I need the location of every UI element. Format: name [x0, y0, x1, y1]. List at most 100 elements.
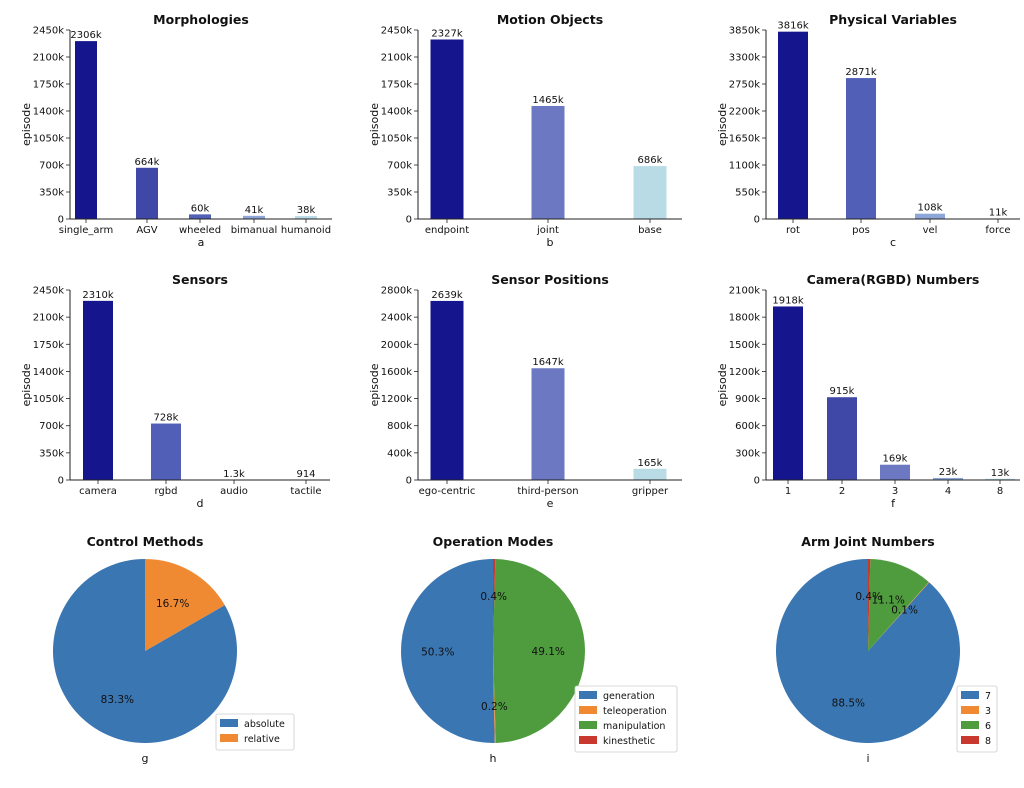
y-tick-label: 1600k — [381, 367, 412, 378]
pie-slice — [776, 559, 961, 743]
bar — [243, 215, 265, 219]
y-tick-label: 1400k — [381, 107, 412, 118]
pie-percent-label: 11.1% — [871, 595, 904, 607]
y-tick-label: 2450k — [381, 26, 412, 37]
y-tick-label: 2200k — [729, 107, 760, 118]
panel-letter: g — [142, 752, 149, 765]
bar — [846, 78, 876, 219]
bar — [75, 41, 97, 220]
bar-value-label: 1918k — [772, 295, 803, 306]
y-tick-label: 1100k — [729, 161, 760, 172]
x-tick-label: wheeled — [179, 225, 221, 236]
x-tick-label: audio — [220, 486, 248, 497]
y-tick-label: 2100k — [729, 286, 760, 297]
legend-entry-label: 3 — [985, 706, 991, 717]
y-tick-label: 350k — [39, 448, 64, 459]
bar-value-label: 60k — [191, 203, 210, 214]
x-tick-label: force — [985, 225, 1010, 236]
panel-letter: d — [197, 497, 204, 510]
bar-value-label: 1.3k — [223, 469, 245, 480]
x-tick-label: endpoint — [425, 225, 469, 236]
y-tick-label: 900k — [735, 394, 760, 405]
bar-value-label: 169k — [883, 454, 908, 465]
legend-box — [956, 685, 998, 753]
x-tick-label: gripper — [632, 486, 669, 497]
chart-panel-i: Arm Joint Numbers 88.5% 0.1%11.1%0.4% 7 3 6 8 i — [776, 534, 998, 765]
y-tick-label: 0 — [754, 215, 760, 226]
x-tick-label: base — [638, 225, 662, 236]
panel-letter: i — [866, 752, 869, 765]
y-tick-label: 700k — [39, 421, 64, 432]
bar-value-label: 1465k — [532, 95, 563, 106]
bar — [633, 166, 667, 219]
y-tick-label: 2000k — [381, 340, 412, 351]
pie-percent-label: 83.3% — [101, 694, 134, 706]
x-tick-label: bimanual — [231, 225, 278, 236]
bar — [430, 39, 464, 219]
legend-swatch — [961, 736, 979, 744]
bar — [531, 368, 565, 480]
chart-title: Physical Variables — [829, 12, 957, 27]
x-tick-label: joint — [536, 225, 559, 236]
chart-panel-b: Motion Objects episode 0 350k 700k 1050k 1400k… — [368, 12, 682, 249]
pie-percent-label: 0.4% — [855, 591, 882, 603]
chart-panel-g: Control Methods 83.3% 16.7% absolute relativ… — [52, 534, 295, 765]
bar-value-label: 3816k — [777, 21, 808, 32]
y-tick-label: 350k — [39, 188, 64, 199]
chart-panel-h: Operation Modes 50.3% 0.2% 49.1% 0.4% generat… — [401, 534, 678, 765]
x-tick-label: 1 — [785, 486, 791, 497]
y-tick-label: 2800k — [381, 286, 412, 297]
y-axis-label: episode — [716, 103, 729, 146]
pie-percent-label: 0.1% — [891, 605, 918, 617]
bar — [136, 167, 158, 219]
bar-value-label: 23k — [939, 467, 958, 478]
y-tick-label: 3850k — [729, 26, 760, 37]
y-tick-label: 2450k — [33, 286, 64, 297]
bar-value-label: 1647k — [532, 357, 563, 368]
pie-slice — [493, 651, 496, 743]
y-tick-label: 1050k — [381, 134, 412, 145]
bar — [531, 105, 565, 219]
bar-value-label: 41k — [245, 205, 264, 216]
bar — [151, 423, 181, 480]
legend-entry-label: manipulation — [603, 721, 665, 732]
y-tick-label: 1750k — [381, 80, 412, 91]
bar-value-label: 2871k — [845, 67, 876, 78]
legend-swatch — [579, 706, 597, 714]
y-tick-label: 300k — [735, 448, 760, 459]
legend-entry-label: 6 — [985, 721, 991, 732]
bar — [827, 397, 857, 480]
x-tick-label: 8 — [997, 486, 1003, 497]
legend-swatch — [961, 691, 979, 699]
y-tick-label: 2450k — [33, 26, 64, 37]
bar — [83, 300, 113, 480]
panel-letter: e — [547, 497, 554, 510]
y-tick-label: 1750k — [33, 80, 64, 91]
chart-title: Sensor Positions — [491, 272, 609, 287]
y-tick-label: 1400k — [33, 107, 64, 118]
bar — [633, 468, 667, 480]
legend-swatch — [961, 706, 979, 714]
y-tick-label: 1200k — [729, 367, 760, 378]
pie-slice — [52, 559, 238, 743]
y-axis-label: episode — [368, 363, 381, 406]
bar-value-label: 2310k — [82, 290, 113, 301]
panel-letter: a — [198, 236, 205, 249]
bar-value-label: 2327k — [431, 28, 462, 39]
panel-letter: b — [547, 236, 554, 249]
bar — [778, 31, 808, 219]
chart-title: Operation Modes — [433, 534, 554, 549]
pie-percent-label: 0.4% — [480, 591, 507, 603]
bar-value-label: 2306k — [70, 30, 101, 41]
y-tick-label: 1750k — [33, 340, 64, 351]
x-tick-label: rgbd — [155, 486, 178, 497]
y-tick-label: 600k — [735, 421, 760, 432]
bar — [189, 214, 211, 219]
legend-entry-label: generation — [603, 691, 655, 702]
x-tick-label: single_arm — [59, 225, 113, 236]
bar — [915, 213, 945, 219]
y-tick-label: 0 — [58, 476, 64, 487]
pie-slice — [868, 559, 929, 651]
y-tick-label: 1400k — [33, 367, 64, 378]
pie-slice — [145, 559, 225, 651]
